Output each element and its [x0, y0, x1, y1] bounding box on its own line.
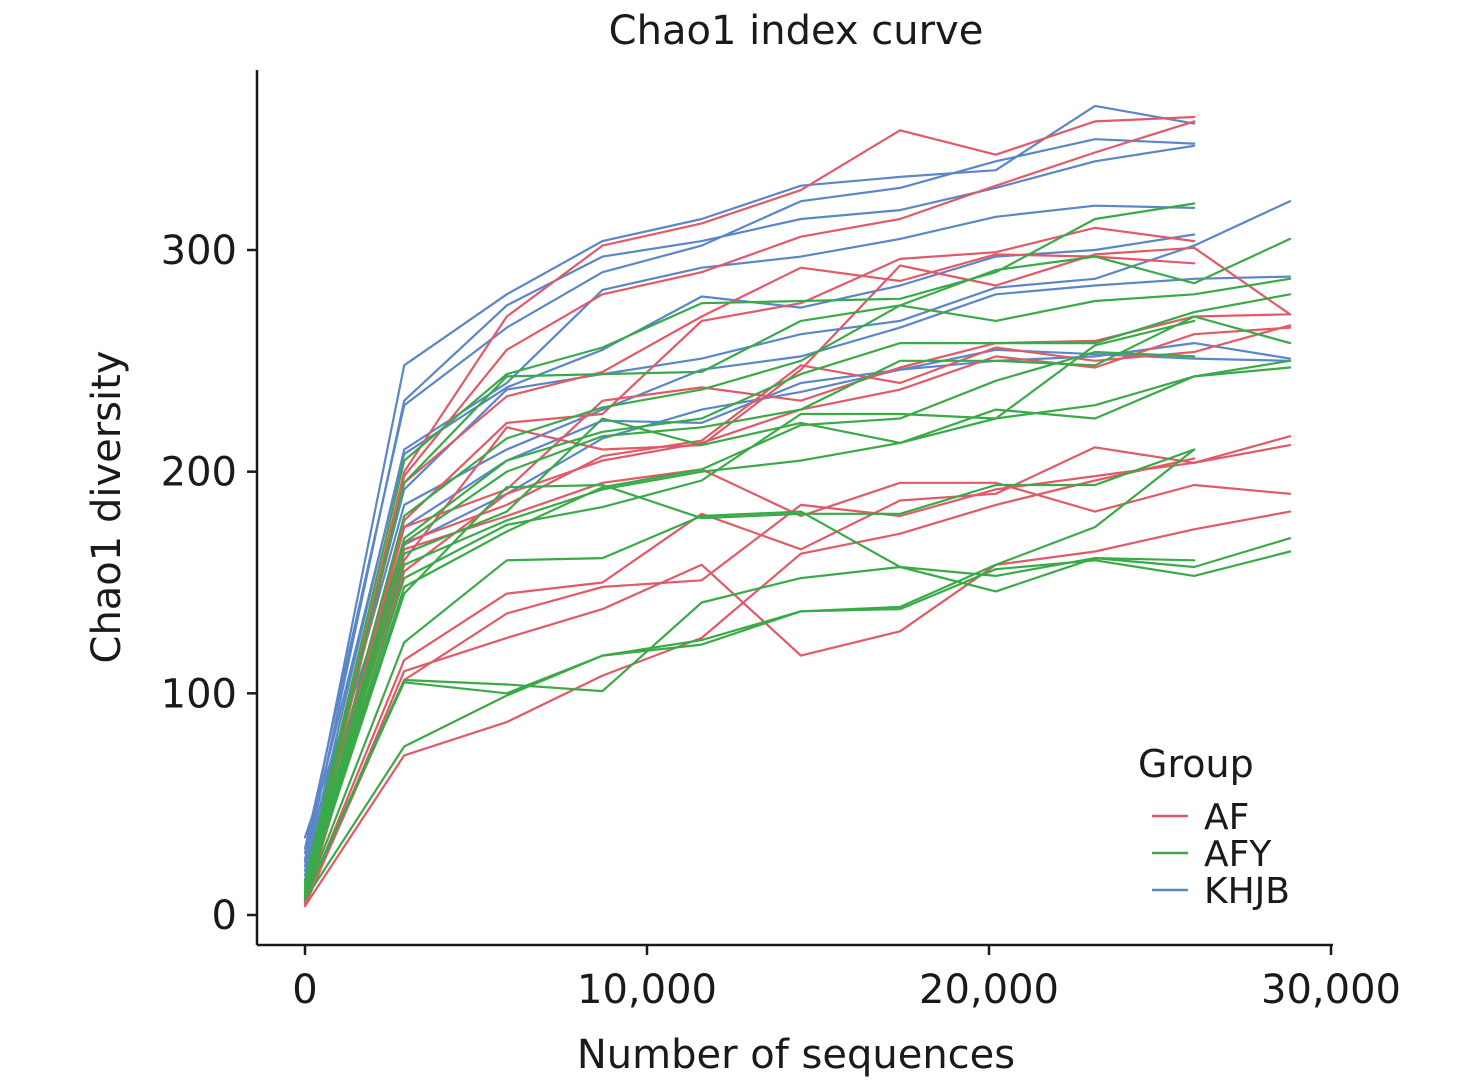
series-line-afy-36: [303, 448, 1196, 901]
y-tick-label: 100: [161, 671, 237, 717]
x-tick-label: 30,000: [1261, 967, 1401, 1013]
series-line-afy-28: [303, 366, 1292, 892]
chart-title: Chao1 index curve: [609, 8, 984, 54]
legend-label-afy: AFY: [1204, 834, 1272, 875]
x-axis-label: Number of sequences: [577, 1032, 1015, 1078]
legend-label-af: AF: [1204, 797, 1249, 838]
series-line-af-19: [303, 435, 1292, 903]
series-line-af-16: [303, 324, 1292, 899]
y-tick-label: 0: [212, 893, 237, 939]
series-line-khjb-3: [303, 138, 1196, 850]
y-axis-label: Chao1 diversity: [84, 351, 130, 664]
x-tick-label: 10,000: [577, 967, 717, 1013]
series-layer: [303, 104, 1292, 908]
x-ticks: 0 10,000 20,000 30,000: [292, 945, 1401, 1013]
y-tick-label: 200: [161, 450, 237, 496]
series-line-af-18: [303, 468, 1292, 901]
y-tick-label: 300: [161, 228, 237, 274]
series-line-afy-25: [303, 277, 1292, 888]
series-line-khjb-7: [303, 275, 1292, 863]
series-line-afy-27: [303, 315, 1292, 890]
series-line-af-22: [303, 457, 1196, 908]
series-line-af-11: [303, 120, 1196, 894]
series-line-afy-31: [303, 350, 1196, 897]
series-line-af-17: [303, 326, 1292, 905]
series-line-afy-35: [303, 557, 1196, 899]
series-line-af-12: [303, 253, 1196, 897]
series-line-af-20: [303, 444, 1292, 905]
series-line-af-14: [303, 246, 1292, 901]
series-line-khjb-9: [303, 342, 1292, 839]
series-line-af-15: [303, 313, 1292, 903]
series-line-afy-26: [303, 293, 1292, 890]
series-line-afy-24: [303, 237, 1292, 886]
series-line-afy-32: [303, 448, 1196, 897]
series-line-af-10: [303, 115, 1196, 890]
series-line-af-21: [303, 510, 1292, 908]
series-line-khjb-6: [303, 200, 1292, 877]
x-tick-label: 20,000: [919, 967, 1059, 1013]
legend-title: Group: [1138, 742, 1254, 786]
x-tick-label: 0: [292, 967, 317, 1013]
series-line-afy-30: [303, 319, 1196, 894]
series-line-afy-33: [303, 510, 1292, 899]
series-line-khjb-2: [303, 144, 1196, 868]
series-line-khjb-1: [303, 104, 1196, 861]
series-line-khjb-8: [303, 348, 1292, 881]
series-line-afy-29: [303, 359, 1292, 894]
series-line-afy-23: [303, 202, 1196, 883]
y-ticks: 0 100 200 300: [161, 228, 257, 939]
series-line-af-13: [303, 226, 1196, 899]
legend-label-khjb: KHJB: [1204, 871, 1290, 912]
